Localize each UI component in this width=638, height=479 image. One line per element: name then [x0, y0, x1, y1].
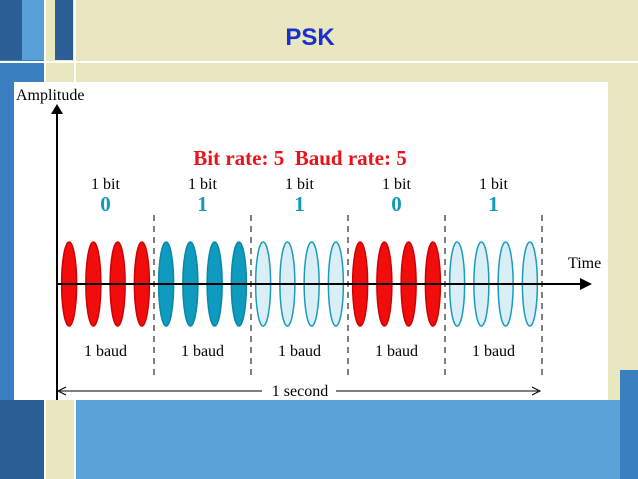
- y-arrow: [51, 104, 63, 114]
- bit-label: 1 bit: [382, 176, 411, 193]
- baud-label: 1 baud: [472, 343, 515, 360]
- bit-label: 1 bit: [479, 176, 508, 193]
- duration-arrow: [56, 386, 67, 396]
- left-square: [22, 0, 45, 60]
- x-arrow: [580, 278, 592, 290]
- bit-value: 1: [488, 192, 499, 216]
- bit-value: 1: [197, 192, 208, 216]
- left-square: [0, 400, 45, 479]
- duration-arrow: [531, 386, 542, 396]
- x-axis-label: Time: [568, 255, 601, 272]
- left-square: [0, 0, 22, 60]
- heading: Bit rate: 5 Baud rate: 5: [193, 146, 406, 170]
- label-bg: [461, 340, 526, 358]
- right-band: [620, 370, 638, 479]
- y-axis-label: Amplitude: [16, 87, 84, 104]
- bit-label: 1 bit: [91, 176, 120, 193]
- bit-value: 0: [391, 192, 402, 216]
- label-bg: [73, 340, 138, 358]
- baud-label: 1 baud: [84, 343, 127, 360]
- baud-label: 1 baud: [181, 343, 224, 360]
- bottom-band: [75, 400, 638, 479]
- bit-label: 1 bit: [285, 176, 314, 193]
- label-bg: [170, 340, 235, 358]
- baud-label: 1 baud: [375, 343, 418, 360]
- label-bg: [262, 383, 336, 399]
- diagram: Amplitude Time Bit rate: 5 Baud rate: 5 …: [16, 87, 601, 400]
- left-square: [55, 0, 73, 60]
- duration-label: 1 second: [272, 383, 328, 400]
- baud-label: 1 baud: [278, 343, 321, 360]
- slide-title: PSK: [285, 24, 335, 51]
- label-bg: [267, 340, 332, 358]
- bit-value: 0: [100, 192, 111, 216]
- bit-value: 1: [294, 192, 305, 216]
- label-bg: [364, 340, 429, 358]
- bit-label: 1 bit: [188, 176, 217, 193]
